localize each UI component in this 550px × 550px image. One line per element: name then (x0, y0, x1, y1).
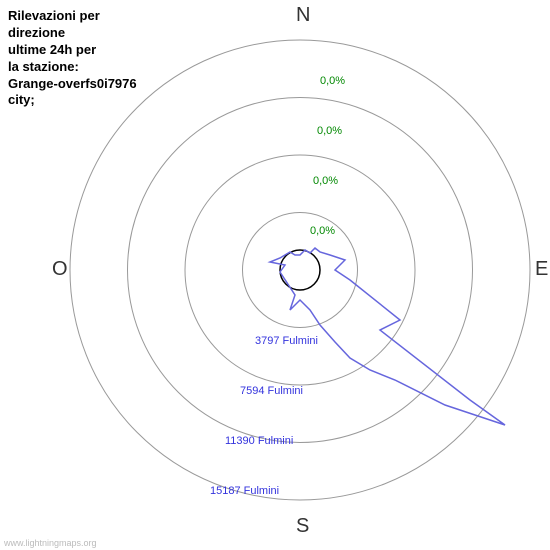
ring-label-percent: 0,0% (310, 225, 335, 237)
ring-label-count: 7594 Fulmini (240, 385, 303, 397)
cardinal-s: S (296, 515, 309, 538)
cardinal-n: N (296, 4, 310, 27)
cardinal-o: O (52, 258, 68, 281)
footer-credit: www.lightningmaps.org (4, 538, 97, 548)
cardinal-e: E (535, 258, 548, 281)
ring-label-count: 3797 Fulmini (255, 335, 318, 347)
ring-label-count: 11390 Fulmini (225, 435, 293, 447)
chart-title: Rilevazioni perdirezioneultime 24h perla… (8, 8, 137, 109)
ring-label-percent: 0,0% (313, 175, 338, 187)
ring-label-count: 15187 Fulmini (210, 485, 279, 497)
ring-label-percent: 0,0% (320, 75, 345, 87)
ring-label-percent: 0,0% (317, 125, 342, 137)
